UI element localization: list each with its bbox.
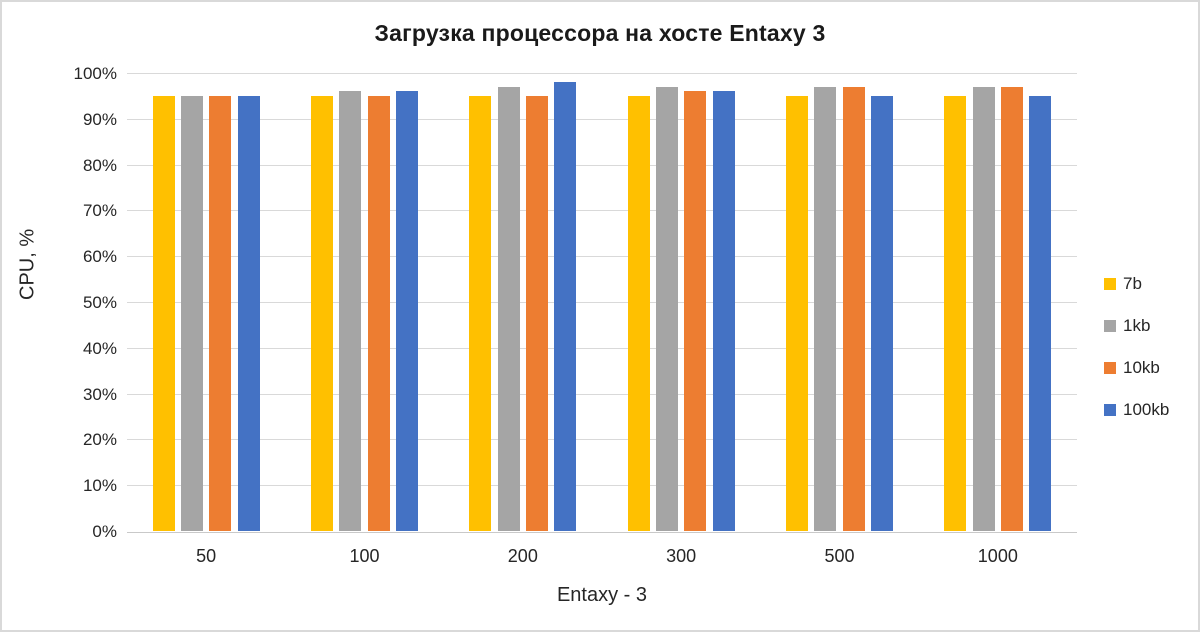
legend-item-100kb: 100kb <box>1104 400 1169 420</box>
bar-7b-50 <box>152 95 175 531</box>
y-tick-label: 20% <box>82 430 117 450</box>
gridline <box>127 73 1077 74</box>
x-tick-label: 100 <box>349 546 380 566</box>
legend-item-7b: 7b <box>1104 274 1169 294</box>
y-tick-label: 100% <box>73 64 117 83</box>
bar-1kb-1000 <box>972 86 995 531</box>
legend-label: 10kb <box>1123 358 1160 377</box>
gridline <box>127 393 1077 395</box>
x-tick-label: 500 <box>824 546 855 566</box>
bar-1kb-500 <box>814 86 837 531</box>
bar-10kb-50 <box>209 95 232 531</box>
bar-100kb-1000 <box>1029 95 1052 531</box>
legend-swatch-100kb <box>1104 404 1116 416</box>
y-tick-label: 0% <box>92 522 117 541</box>
y-tick-label: 70% <box>82 201 117 221</box>
legend-swatch-10kb <box>1104 362 1116 374</box>
chart-title: Загрузка процессора на хосте Entaxy 3 <box>374 20 826 46</box>
legend: 7b 1kb 10kb 100kb <box>1104 274 1169 420</box>
legend-label: 1kb <box>1123 316 1151 335</box>
legend-item-10kb: 10kb <box>1104 358 1169 378</box>
gridline <box>127 118 1077 120</box>
bar-7b-500 <box>785 95 808 531</box>
y-tick-label: 10% <box>82 476 117 496</box>
y-tick-label: 90% <box>82 109 117 129</box>
bar-7b-300 <box>627 95 650 531</box>
bar-10kb-500 <box>842 86 865 531</box>
gridline <box>127 347 1077 349</box>
gridline <box>127 210 1077 212</box>
bar-7b-200 <box>469 95 492 531</box>
bar-10kb-100 <box>367 95 390 531</box>
bar-10kb-1000 <box>1001 86 1024 531</box>
bar-7b-1000 <box>944 95 967 531</box>
legend-label: 100kb <box>1123 400 1170 419</box>
y-tick-label: 30% <box>82 384 117 404</box>
bar-100kb-50 <box>237 95 260 531</box>
x-axis-line <box>127 532 1077 533</box>
x-tick-label: 200 <box>507 546 538 566</box>
gridline <box>127 485 1077 487</box>
gridline <box>127 302 1077 303</box>
bar-10kb-200 <box>526 95 549 531</box>
x-tick-label: 50 <box>196 546 217 566</box>
bar-1kb-200 <box>497 86 520 531</box>
gridline <box>127 439 1077 441</box>
x-tick-label: 1000 <box>977 546 1018 566</box>
bar-100kb-300 <box>712 91 735 531</box>
legend-item-1kb: 1kb <box>1104 316 1169 336</box>
bar-100kb-100 <box>396 91 419 531</box>
plot-area <box>127 73 1077 533</box>
bar-1kb-100 <box>339 91 362 531</box>
legend-swatch-7b <box>1104 278 1116 290</box>
y-tick-label: 50% <box>82 293 117 312</box>
y-tick-label: 80% <box>82 155 117 175</box>
bar-100kb-200 <box>554 82 577 531</box>
bar-10kb-300 <box>684 91 707 531</box>
x-axis-title: Entaxy - 3 <box>556 584 648 606</box>
legend-swatch-1kb <box>1104 320 1116 332</box>
bar-7b-100 <box>310 95 333 531</box>
bar-100kb-500 <box>871 95 894 531</box>
gridline <box>127 164 1077 166</box>
y-tick-label: 40% <box>82 338 117 358</box>
y-tick-label: 60% <box>82 247 117 267</box>
bar-1kb-300 <box>655 86 678 531</box>
bar-1kb-50 <box>180 95 203 531</box>
y-axis-tick-labels: 0% 10% 20% 30% 40% 50% 60% 70% 80% 90% 100% <box>2 64 117 541</box>
gridline <box>127 256 1077 258</box>
x-axis-tick-labels: 50 100 200 300 500 1000 <box>127 546 1077 570</box>
x-tick-label: 300 <box>666 546 697 566</box>
legend-label: 7b <box>1123 274 1142 293</box>
